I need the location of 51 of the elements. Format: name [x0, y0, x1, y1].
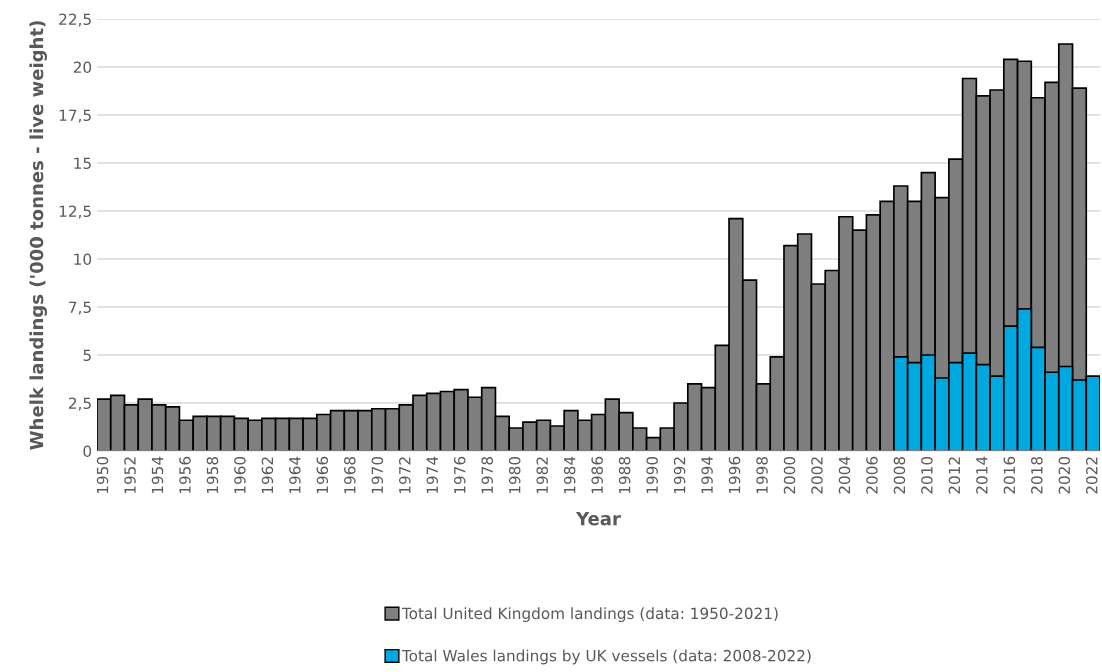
y-tick-label: 22,5 [59, 13, 91, 27]
y-tick-label: 5 [83, 349, 91, 362]
x-tick-label: 1976 [453, 456, 466, 494]
x-tick-label: 2020 [1058, 456, 1071, 494]
x-tick-label: 1972 [399, 457, 411, 494]
x-tick-label: 1978 [481, 456, 494, 494]
x-tick-label: 2022 [1086, 457, 1098, 494]
x-tick-label: 2012 [948, 457, 961, 494]
x-tick-label: 1974 [426, 456, 439, 494]
y-tick-label: 12,5 [59, 205, 91, 219]
x-tick-label: 1970 [371, 456, 384, 494]
x-tick-label: 1996 [728, 456, 741, 494]
x-tick-label: 1964 [289, 456, 301, 494]
x-axis-title: Year [575, 511, 621, 526]
x-tick-label: 1980 [508, 456, 521, 494]
x-tick-label: 1968 [344, 456, 356, 494]
x-tick-label: 2014 [976, 456, 988, 494]
y-tick-label: 15 [74, 157, 91, 170]
x-tick-label: 1954 [151, 456, 164, 494]
y-axis-title: Whelk landings ('000 tonnes - live weight) [29, 21, 48, 450]
x-tick-label: 2018 [1031, 456, 1043, 494]
x-tick-label: 2006 [866, 456, 878, 494]
x-tick-label: 1988 [618, 456, 631, 494]
x-tick-label: 1990 [646, 456, 658, 494]
x-tick-label: 1950 [96, 456, 109, 494]
legend-label: Total Wales landings by UK vessels (data: 2008-2022) [401, 649, 811, 665]
y-tick-label: 2,5 [68, 397, 91, 411]
x-tick-label: 2004 [838, 456, 851, 494]
x-tick-label: 1966 [316, 456, 329, 494]
x-tick-label: 1986 [591, 456, 603, 494]
x-tick-label: 1958 [206, 456, 219, 494]
x-tick-label: 1962 [261, 457, 274, 494]
y-tick-label: 17,5 [59, 109, 91, 123]
x-tick-label: 1982 [536, 457, 548, 494]
y-tick-label: 10 [74, 253, 92, 266]
x-tick-label: 1992 [673, 457, 686, 494]
x-tick-label: 1952 [124, 457, 136, 494]
y-tick-label: 20 [73, 61, 92, 74]
x-tick-label: 1956 [179, 456, 191, 494]
x-tick-label: 2016 [1003, 456, 1016, 494]
legend-label: Total United Kingdom landings (data: 1950-2021) [401, 607, 778, 623]
x-tick-label: 1998 [756, 456, 768, 494]
x-tick-label: 1984 [563, 456, 576, 494]
x-tick-label: 2008 [893, 456, 906, 494]
x-tick-label: 2000 [783, 456, 796, 494]
x-tick-label: 2002 [811, 457, 823, 494]
y-tick-label: 0 [83, 445, 92, 458]
y-tick-label: 7,5 [69, 301, 91, 315]
x-tick-label: 2010 [921, 456, 933, 494]
x-tick-label: 1960 [234, 456, 246, 494]
x-tick-label: 1994 [701, 456, 713, 494]
